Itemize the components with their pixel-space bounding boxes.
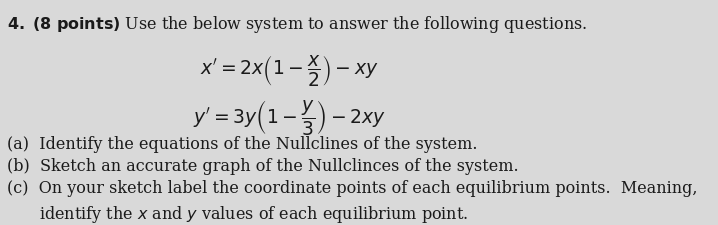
Text: (b)  Sketch an accurate graph of the Nullclinces of the system.: (b) Sketch an accurate graph of the Null… <box>7 158 519 175</box>
Text: (c)  On your sketch label the coordinate points of each equilibrium points.  Mea: (c) On your sketch label the coordinate … <box>7 180 698 197</box>
Text: $y' = 3y\left(1 - \dfrac{y}{3}\right) - 2xy$: $y' = 3y\left(1 - \dfrac{y}{3}\right) - … <box>192 98 386 137</box>
Text: (a)  Identify the equations of the Nullclines of the system.: (a) Identify the equations of the Nullcl… <box>7 136 477 153</box>
Text: $x' = 2x\left(1 - \dfrac{x}{2}\right) - xy$: $x' = 2x\left(1 - \dfrac{x}{2}\right) - … <box>200 53 378 88</box>
Text: identify the $x$ and $y$ values of each equilibrium point.: identify the $x$ and $y$ values of each … <box>39 204 468 225</box>
Text: $\mathbf{4.}$ $\mathbf{(8\ points)}$ Use the below system to answer the followin: $\mathbf{4.}$ $\mathbf{(8\ points)}$ Use… <box>7 14 587 35</box>
